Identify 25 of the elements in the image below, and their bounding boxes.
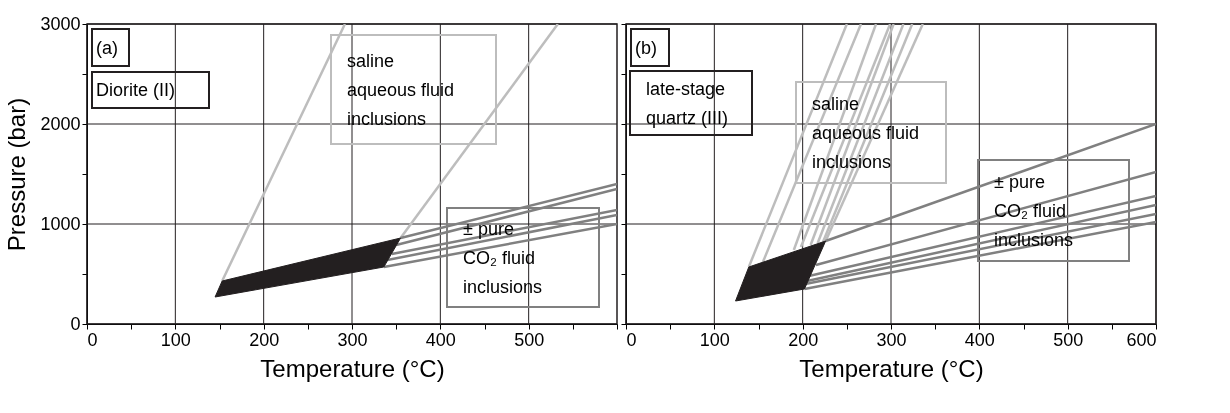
x-tick-label: 0 xyxy=(87,329,98,350)
x-tick-label: 400 xyxy=(964,329,995,350)
x-tick-label: 200 xyxy=(249,329,280,350)
annotation: (b) xyxy=(635,37,657,58)
x-tick-label: 100 xyxy=(160,329,191,350)
annotation: ± pure CO₂ fluid inclusions xyxy=(994,171,1074,250)
annotation: saline aqueous fluid inclusions xyxy=(812,93,920,172)
x-axis-title: Temperature (°C) xyxy=(260,354,445,382)
annotation: Diorite (II) xyxy=(96,80,176,100)
x-tick-label: 600 xyxy=(1126,329,1157,350)
annotation: (a) xyxy=(96,37,118,58)
y-tick-label: 2000 xyxy=(40,113,81,134)
y-tick-label: 3000 xyxy=(40,13,81,34)
y-axis-title: Pressure (bar) xyxy=(3,97,31,252)
y-tick-label: 0 xyxy=(70,313,81,334)
x-tick-label: 100 xyxy=(699,329,730,350)
x-tick-label: 200 xyxy=(788,329,819,350)
x-tick-label: 300 xyxy=(876,329,907,350)
x-tick-label: 0 xyxy=(626,329,637,350)
x-tick-label: 300 xyxy=(337,329,368,350)
y-tick-label: 1000 xyxy=(40,213,81,234)
x-tick-label: 400 xyxy=(425,329,456,350)
x-tick-label: 500 xyxy=(514,329,545,350)
x-tick-label: 500 xyxy=(1053,329,1084,350)
x-axis-title: Temperature (°C) xyxy=(799,354,984,382)
